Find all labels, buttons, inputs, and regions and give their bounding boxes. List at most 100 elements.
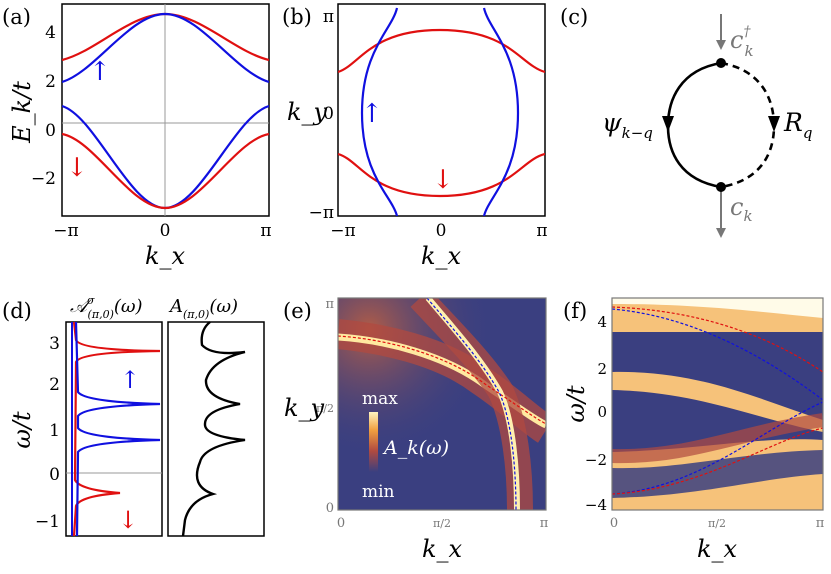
panel-f-blue-dashed-bottom: [612, 401, 823, 495]
panel-f-label: (f): [563, 299, 587, 323]
panel-d-ytick: 1: [49, 421, 60, 441]
panel-a-label: (a): [2, 5, 31, 29]
panel-b-red-top: [338, 28, 545, 74]
panel-d-ytick: 2: [49, 375, 60, 395]
panel-a-ylabel: E_k/t: [8, 81, 36, 144]
panel-c-vertex-bottom: [716, 182, 726, 192]
panel-c-right-field: Rq: [783, 108, 812, 142]
panel-f-ytick: 0: [597, 403, 607, 421]
panel-b-xticks: −π 0 π: [330, 221, 547, 241]
panel-c-label: (c): [560, 5, 588, 29]
panel-f-yticks: 4 2 0 −2 −4: [585, 313, 607, 514]
panel-c-left-field: ψk−q: [602, 108, 653, 142]
panel-a-up-arrow: ↑: [89, 57, 111, 87]
panel-a-ytick: 0: [45, 121, 56, 141]
panel-c-bottom-operator: ck: [730, 193, 753, 225]
panel-a-blue-upper: [62, 12, 269, 84]
panel-f-xlabel: k_x: [697, 535, 738, 563]
panel-e-ytick: π/2: [316, 402, 334, 415]
panel-b-ytick: −π: [309, 203, 334, 223]
panel-f-ytick: 2: [597, 360, 607, 378]
panel-f-dark-band-lower: [612, 450, 823, 498]
panel-c-right-arrowhead: [768, 116, 780, 132]
panel-b-frame: [337, 3, 546, 217]
panel-d-up-arrow: ↑: [120, 366, 140, 394]
panel-c-dashed-propagator: [720, 61, 776, 189]
panel-e-ytick: 0: [326, 501, 334, 516]
panel-e-ylabel: k_y: [284, 394, 325, 422]
panel-b-yticks: π 0 −π: [309, 7, 334, 223]
panel-e-xticks: 0 π/2 π: [337, 516, 549, 531]
panel-a-ytick: −2: [31, 169, 56, 189]
panel-d-red-spectrum: [72, 321, 161, 537]
panel-b-xlabel: k_x: [421, 242, 462, 270]
panel-e-ytick: π: [325, 297, 334, 312]
panel-f-xtick: 0: [610, 516, 618, 531]
panel-d-label: (d): [2, 299, 32, 323]
panel-c-solid-propagator: [666, 61, 722, 189]
panel-b-ytick: π: [323, 7, 334, 27]
panel-f-white-top: [612, 298, 823, 318]
panel-d-ytick: 0: [49, 465, 60, 485]
panel-f-blue-dashed-top: [612, 308, 823, 401]
panel-b-xtick: π: [536, 221, 547, 241]
panel-e: (e) max min A_k(ω) π π/2 0 0 π/2 π k_x k…: [283, 297, 549, 563]
panel-d-down-arrow: ↓: [118, 506, 138, 534]
panel-a-xlabel: k_x: [145, 242, 186, 270]
panel-e-bright-ridge-2: [425, 298, 520, 510]
panel-f-ytick: −2: [585, 451, 607, 469]
panel-b-up-arrow: ↑: [361, 99, 383, 129]
panel-a-xtick: π: [260, 221, 271, 241]
panel-f-warm-band: [612, 413, 823, 464]
colorbar-min: min: [362, 482, 395, 502]
panel-a-xtick: −π: [53, 221, 78, 241]
panel-f-ylabel: ω/t: [562, 385, 590, 423]
panel-b-down-arrow: ↓: [432, 165, 454, 195]
panel-a-ytick: 2: [45, 72, 56, 92]
panel-f-frame: [611, 297, 824, 511]
panel-e-yticks: π π/2 0: [316, 297, 334, 516]
panel-a-red-lower: [62, 132, 269, 210]
colorbar: [369, 412, 378, 472]
panel-f-xticks: 0 π/2 π: [610, 516, 825, 531]
panel-f-red-dashed-bottom: [612, 427, 823, 495]
colorbar-title: A_k(ω): [382, 437, 449, 459]
panel-d-title-right: A(π,0)(ω): [168, 296, 238, 321]
panel-f-dark-band-upper: [612, 332, 823, 420]
panel-c-vertex-top: [716, 58, 726, 68]
panel-c: (c) c† k ck ψk−q Rq: [560, 5, 812, 238]
panel-e-xtick: π/2: [433, 517, 451, 530]
panel-a-yticks: 4 2 0 −2: [31, 23, 56, 189]
panel-d-ytick: 3: [49, 334, 60, 354]
panel-e-xlabel: k_x: [422, 535, 463, 563]
panel-e-label: (e): [283, 299, 312, 323]
panel-c-left-arrowhead: [662, 116, 674, 132]
panel-e-xtick: π: [540, 516, 549, 531]
panel-a: (a) ↑ ↓ 4 2 0 −2 −π 0 π k_x E_k/t: [2, 3, 272, 270]
panel-f-ytick: 4: [597, 313, 607, 331]
panel-f: (f) 4 2 0 −2 −4 0 π/2 π k_x ω/t: [562, 297, 825, 563]
panel-d-right-frame: [167, 321, 265, 537]
panel-f-red-dashed-top: [612, 306, 823, 373]
panel-e-frame: [337, 297, 547, 511]
panel-d-ylabel: ω/t: [8, 411, 36, 449]
panel-b-xtick: −π: [330, 221, 355, 241]
panel-d-title-left: 𝒜σ (π,0)(ω): [70, 294, 143, 321]
panel-b-ylabel: k_y: [287, 98, 328, 126]
panel-b-blue-left: [360, 7, 399, 216]
panel-b-blue-right: [482, 7, 520, 216]
panel-d-ytick: −1: [35, 512, 60, 532]
panel-b: (b) ↑ ↓ π 0 −π −π 0 π k_x k_y: [282, 3, 548, 270]
panel-a-down-arrow: ↓: [66, 153, 88, 183]
panel-c-top-operator: c† k: [730, 24, 754, 60]
panel-e-red-dashed: [338, 335, 546, 425]
panel-d-yticks: 3 2 1 0 −1: [35, 334, 60, 532]
panel-d-blue-spectrum: [74, 321, 161, 537]
panel-c-top-arrowhead: [716, 40, 726, 50]
panel-f-ytick: −4: [585, 496, 607, 514]
colorbar-max: max: [362, 389, 398, 409]
panel-d: (d) 𝒜σ (π,0)(ω) A(π,0)(ω) ↑ ↓ 3 2 1 0 −1 …: [2, 294, 265, 537]
panel-a-ytick: 4: [45, 23, 56, 43]
panel-b-xtick: 0: [436, 221, 447, 241]
